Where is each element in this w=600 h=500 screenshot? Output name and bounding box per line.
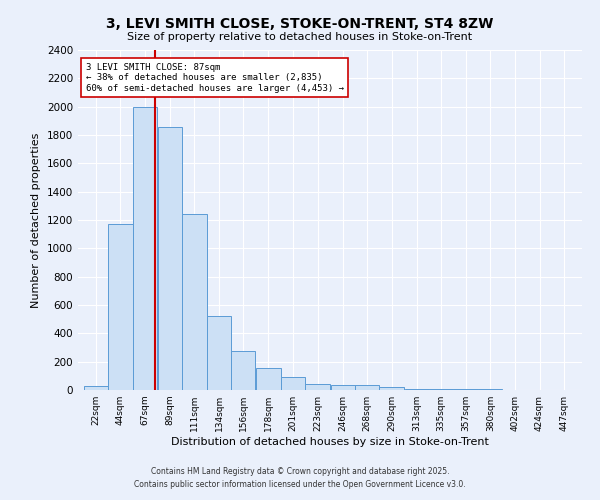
Bar xyxy=(256,368,281,390)
Bar xyxy=(182,214,207,390)
Bar xyxy=(379,387,404,390)
Text: Contains HM Land Registry data © Crown copyright and database right 2025.
Contai: Contains HM Land Registry data © Crown c… xyxy=(134,468,466,489)
Bar xyxy=(108,224,133,390)
Bar xyxy=(83,386,107,390)
Bar xyxy=(404,388,428,390)
Y-axis label: Number of detached properties: Number of detached properties xyxy=(31,132,41,308)
Text: 3, LEVI SMITH CLOSE, STOKE-ON-TRENT, ST4 8ZW: 3, LEVI SMITH CLOSE, STOKE-ON-TRENT, ST4… xyxy=(106,18,494,32)
Bar xyxy=(305,384,331,390)
Bar xyxy=(207,316,231,390)
Bar xyxy=(331,384,355,390)
Bar xyxy=(281,378,305,390)
Bar xyxy=(158,126,182,390)
Bar xyxy=(232,351,256,390)
X-axis label: Distribution of detached houses by size in Stoke-on-Trent: Distribution of detached houses by size … xyxy=(171,437,489,447)
Text: 3 LEVI SMITH CLOSE: 87sqm
← 38% of detached houses are smaller (2,835)
60% of se: 3 LEVI SMITH CLOSE: 87sqm ← 38% of detac… xyxy=(86,62,344,92)
Bar xyxy=(355,384,379,390)
Text: Size of property relative to detached houses in Stoke-on-Trent: Size of property relative to detached ho… xyxy=(127,32,473,42)
Bar xyxy=(133,106,157,390)
